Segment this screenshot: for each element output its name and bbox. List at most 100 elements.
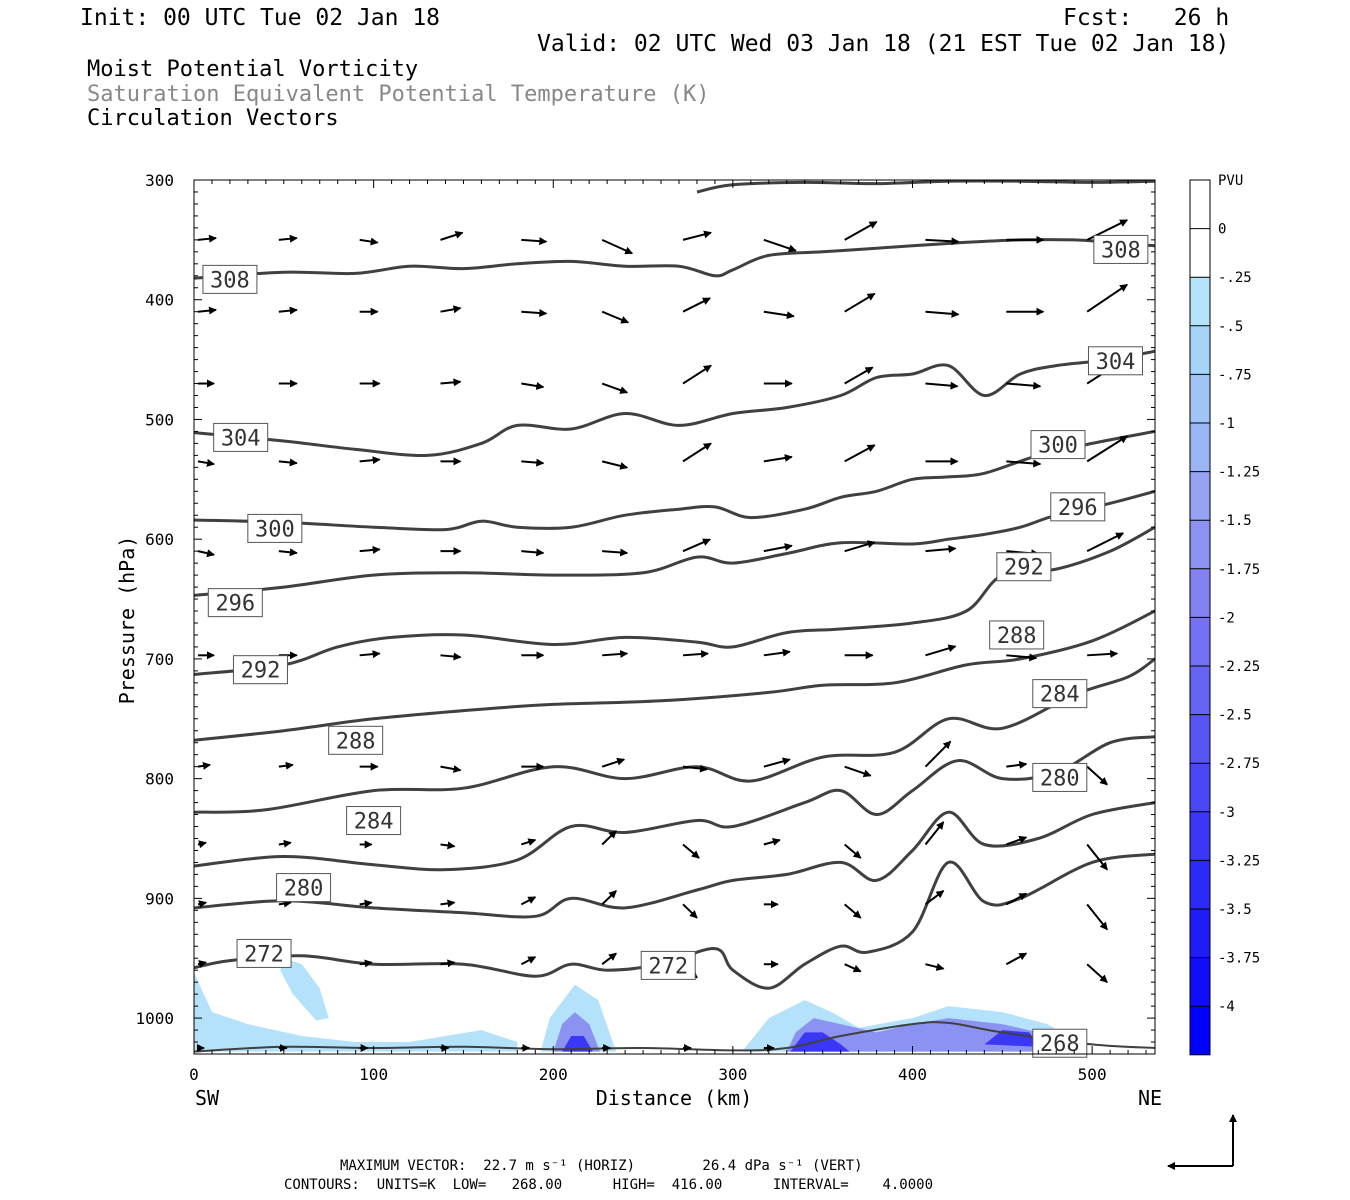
forecast-hour: Fcst: 26 h: [1063, 5, 1230, 31]
x-tick-label: 300: [718, 1065, 747, 1084]
circulation-vector: [1005, 892, 1028, 906]
colorbar-tick-label: -.5: [1218, 319, 1243, 335]
contour-label-text: 284: [1040, 683, 1080, 708]
circulation-vector: [763, 454, 793, 463]
circulation-vector: [844, 963, 862, 973]
colorbar-segment: [1190, 811, 1210, 861]
circulation-vector: [197, 761, 211, 770]
contour-label-text: 272: [244, 942, 284, 967]
circulation-vector: [197, 840, 207, 849]
circulation-vector: [601, 757, 626, 768]
circulation-vector: [925, 381, 959, 390]
circulation-vector: [278, 306, 298, 315]
colorbar-tick-label: -3.5: [1218, 902, 1252, 918]
colorbar-tick-label: -1.25: [1218, 465, 1260, 481]
theta-es-contour-308: [194, 238, 1155, 280]
circulation-vector: [197, 960, 207, 968]
contour-label-text: 300: [255, 517, 295, 542]
contour-label-text: 304: [221, 426, 261, 451]
circulation-vector: [278, 458, 298, 467]
pv-shaded-region: [562, 1036, 593, 1052]
y-tick-label: 400: [145, 291, 174, 310]
circulation-vector: [924, 890, 945, 906]
contour-label-text: 268: [1040, 1032, 1080, 1057]
contour-label: 296: [1050, 492, 1106, 522]
contour-label: 304: [213, 422, 269, 452]
contour-label: 292: [232, 655, 288, 685]
circulation-vector: [278, 548, 298, 557]
circulation-vector: [440, 899, 456, 908]
circulation-vector: [359, 237, 379, 246]
pv-shaded-region: [280, 958, 329, 1021]
circulation-vector: [359, 545, 381, 554]
circulation-vector: [682, 843, 700, 859]
colorbar-segment: [1190, 666, 1210, 715]
circulation-vector: [278, 234, 298, 243]
x-tick-label: 0: [189, 1065, 199, 1084]
contour-label: 284: [346, 806, 402, 836]
circulation-vector: [682, 903, 698, 919]
circulation-vector: [844, 843, 862, 859]
contour-label: 272: [236, 938, 292, 968]
theta-es-contour-300: [194, 429, 1155, 532]
contour-label-text: 308: [1101, 238, 1141, 263]
circulation-vector: [359, 456, 381, 465]
circulation-vector: [844, 366, 874, 385]
circulation-vector: [1006, 653, 1038, 662]
circulation-vector: [844, 444, 876, 463]
circulation-vector: [601, 310, 630, 324]
contour-label-text: 292: [1004, 556, 1044, 581]
circulation-vector: [924, 821, 945, 846]
y-tick-label: 500: [145, 410, 174, 429]
contour-label-text: 308: [210, 268, 250, 293]
circulation-vector: [601, 238, 634, 255]
circulation-vector: [601, 890, 617, 906]
circulation-vector: [521, 237, 548, 246]
colorbar-segment: [1190, 860, 1210, 909]
theta-es-contour-312: [696, 180, 1155, 194]
circulation-vector: [844, 903, 862, 919]
colorbar-segment: [1190, 228, 1210, 278]
colorbar-tick-label: -4: [1218, 999, 1235, 1015]
circulation-vector: [359, 899, 373, 908]
field-title-pv: Moist Potential Vorticity: [87, 57, 419, 82]
circulation-vector: [844, 292, 876, 313]
circulation-vector: [520, 896, 537, 906]
valid-time: Valid: 02 UTC Wed 03 Jan 18 (21 EST Tue …: [537, 31, 1230, 57]
contour-label: 292: [996, 552, 1052, 582]
colorbar-tick-label: -3.75: [1218, 951, 1260, 967]
pv-shaded-region: [194, 972, 518, 1052]
x-tick-label: 400: [898, 1065, 927, 1084]
circulation-vector: [925, 309, 960, 318]
theta-es-contour-288: [194, 609, 1155, 742]
circulation-vector: [521, 382, 545, 390]
colorbar-segment: [1190, 909, 1210, 958]
y-axis-label: Pressure (hPa): [115, 536, 139, 705]
contour-label: 268: [1032, 1028, 1088, 1058]
circulation-vector: [844, 540, 876, 553]
contour-label-text: 280: [1040, 766, 1080, 791]
theta-es-contour-304: [194, 349, 1155, 458]
y-tick-label: 600: [145, 530, 174, 549]
contour-label: 304: [1087, 346, 1143, 376]
circulation-vector: [682, 230, 712, 241]
colorbar-segment: [1190, 471, 1210, 521]
circulation-vector: [602, 650, 629, 659]
circulation-vector: [1086, 843, 1108, 871]
circulation-vector: [197, 900, 207, 908]
contour-label-text: 284: [354, 810, 394, 835]
circulation-vector: [1005, 952, 1028, 966]
colorbar-tick-label: -2.5: [1218, 708, 1252, 724]
colorbar-segment: [1190, 325, 1210, 375]
circulation-vector: [1006, 459, 1042, 468]
circulation-vector: [1005, 835, 1028, 846]
colorbar-segment: [1190, 1006, 1210, 1055]
contour-label: 308: [1093, 234, 1149, 264]
colorbar-tick-label: -3.25: [1218, 853, 1260, 869]
circulation-vector: [1086, 283, 1128, 313]
circulation-vector: [682, 442, 712, 463]
colorbar-segment: [1190, 374, 1210, 423]
circulation-vector: [278, 839, 292, 848]
theta-es-contour-284: [194, 657, 1155, 814]
